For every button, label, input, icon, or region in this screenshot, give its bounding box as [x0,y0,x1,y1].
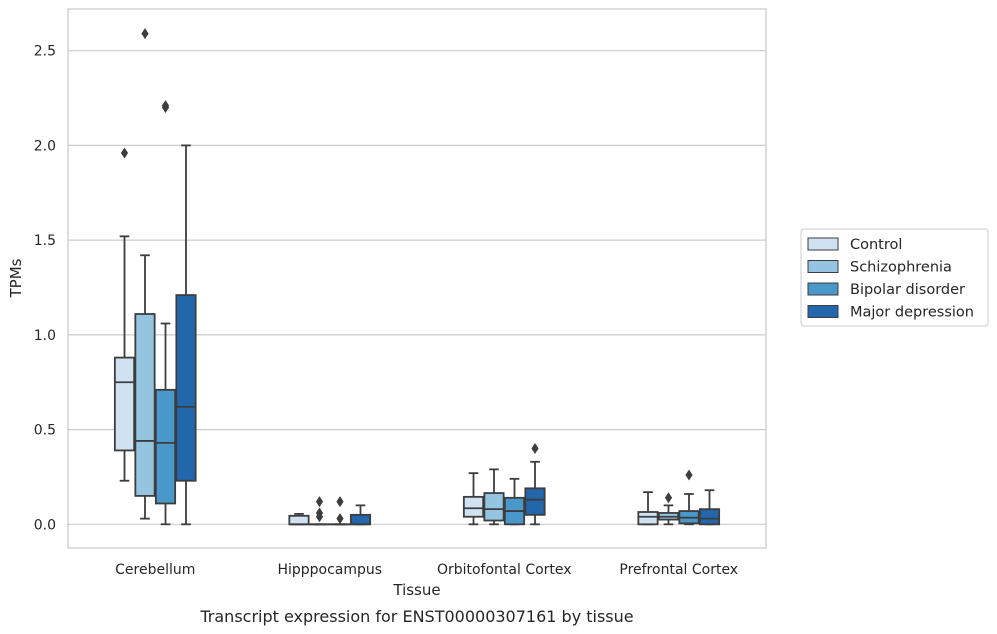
outlier-point [141,28,149,40]
outlier-point [336,513,344,525]
box-iqr [462,495,485,518]
box-2-2 [503,477,526,526]
outlier-point [336,496,344,508]
box-0-2 [154,100,177,526]
plot-frame [67,8,767,549]
x-tick-label: Orbitofontal Cortex [437,562,572,578]
box-iqr [698,508,721,526]
y-tick-label: 1.0 [34,328,56,344]
legend-frame [800,228,989,327]
y-axis-title: TPMs [7,258,25,298]
x-tick-label: Prefrontal Cortex [619,562,738,578]
box-0-1 [134,28,156,520]
box-3-3 [698,489,721,526]
box-1-0 [288,512,310,526]
x-tick-label: Hipppocampus [277,562,382,578]
outlier-point [315,496,324,508]
x-tick-labels: Cerebellum Hipppocampus Orbitofontal Corte… [115,562,738,578]
outlier-point [664,492,673,504]
box-iqr [637,511,659,526]
x-tick-label: Cerebellum [115,562,195,578]
box-iqr [524,487,546,516]
y-tick-label: 2.5 [34,44,56,60]
y-tick-label: 1.5 [34,233,56,249]
legend-label: Schizophrenia [850,260,952,276]
outlier-point [120,147,129,159]
box-2-3 [524,443,546,526]
chart-caption: Transcript expression for ENST0000030716… [199,607,633,626]
x-axis-title: Tissue [392,581,440,599]
box-1-2 [329,496,351,526]
legend: Control Schizophrenia Bipolar disorder Majo… [800,228,989,327]
box-1-3 [349,504,372,526]
outlier-point [685,469,693,481]
box-3-0 [637,491,659,526]
legend-label: Major depression [850,305,974,321]
outlier-point [531,443,539,455]
legend-swatch [807,282,839,296]
box-3-1 [657,492,680,526]
box-2-1 [483,468,505,526]
box-0-3 [175,144,197,526]
box-3-2 [678,469,700,526]
legend-label: Bipolar disorder [850,282,965,298]
legend-label: Control [850,237,902,253]
box-iqr [134,313,156,497]
box-iqr [483,492,505,522]
y-tick-label: 2.0 [34,138,56,154]
box-1-1 [308,496,331,526]
outlier-point [315,507,324,519]
box-iqr [113,356,136,452]
outlier-point [161,100,170,112]
box-iqr [154,388,177,505]
box-iqr [175,294,197,482]
box-layer [113,28,721,526]
legend-swatch [807,305,839,318]
legend-swatch [807,237,839,251]
box-0-0 [113,147,136,482]
box-2-0 [462,472,485,526]
y-tick-labels: 0.0 0.5 1.0 1.5 2.0 2.5 [34,44,56,534]
legend-swatch [807,260,839,273]
box-iqr [288,514,310,526]
y-tick-label: 0.5 [34,423,56,439]
box-iqr [349,513,372,526]
y-tick-label: 0.0 [34,517,56,533]
